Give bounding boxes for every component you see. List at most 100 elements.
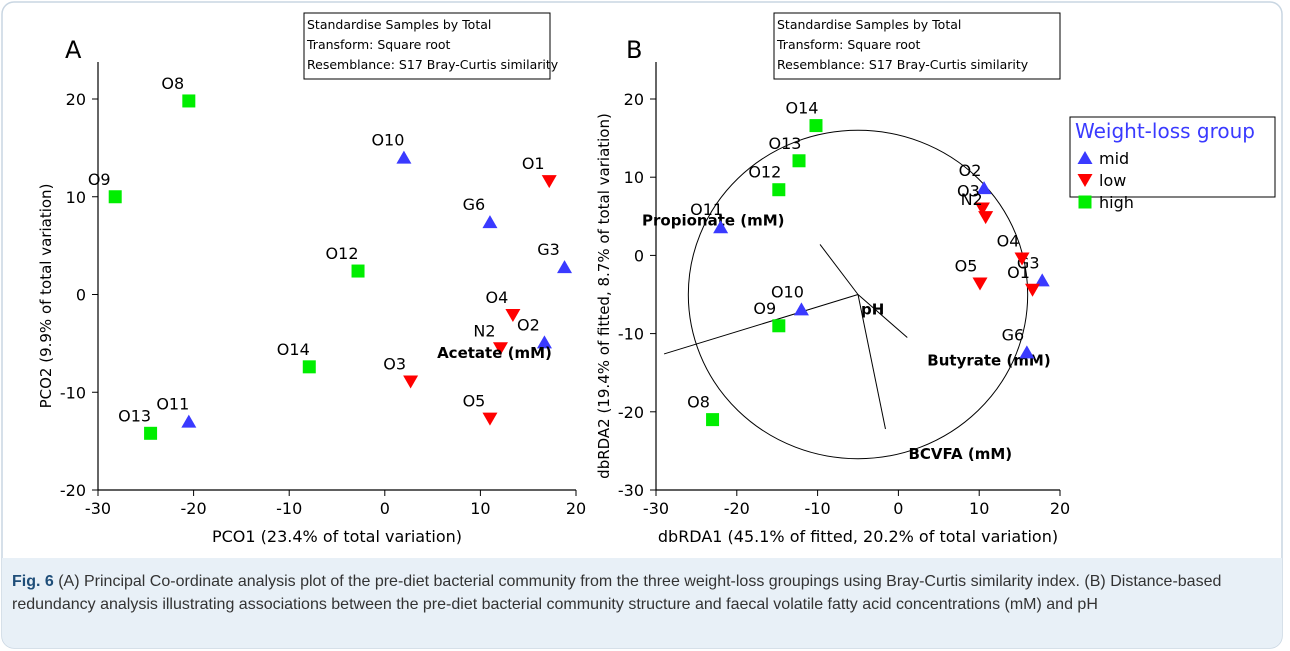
point-label: O11 (156, 395, 189, 414)
point-label: N2 (961, 190, 983, 209)
point-label: O4 (997, 232, 1020, 251)
info-box-line: Standardise Samples by Total (777, 17, 961, 32)
legend-title: Weight-loss group (1075, 119, 1255, 143)
point-label: O10 (371, 131, 404, 150)
data-point (557, 260, 572, 273)
info-box-line: Standardise Samples by Total (307, 17, 491, 32)
point-label: O12 (748, 163, 781, 182)
data-point (542, 175, 557, 188)
info-box-line: Transform: Square root (776, 37, 921, 52)
data-point (482, 413, 497, 426)
point-label: O2 (517, 315, 540, 334)
point-label: G6 (463, 195, 486, 214)
point-label: O5 (955, 257, 978, 276)
data-point (109, 190, 122, 203)
panel-label: B (626, 36, 642, 64)
point-label: O4 (486, 288, 509, 307)
vector-line (820, 244, 858, 294)
x-tick-label: -30 (643, 499, 669, 518)
x-tick-label: -20 (724, 499, 750, 518)
point-label: N2 (473, 321, 495, 340)
point-label: O8 (687, 393, 710, 412)
x-axis-title: PCO1 (23.4% of total variation) (212, 527, 462, 546)
x-tick-label: -20 (181, 499, 207, 518)
y-tick-label: 0 (76, 286, 86, 305)
data-point (772, 183, 785, 196)
point-label: O9 (88, 170, 111, 189)
point-label: O13 (769, 134, 802, 153)
x-tick-label: 0 (380, 499, 390, 518)
y-tick-label: 10 (66, 188, 86, 207)
point-label: O13 (118, 406, 151, 425)
panel-label: A (65, 36, 82, 64)
point-label: O14 (277, 340, 310, 359)
data-point (352, 265, 365, 278)
x-tick-label: 0 (893, 499, 903, 518)
data-point (181, 415, 196, 428)
y-tick-label: -20 (618, 403, 644, 422)
y-tick-label: -20 (60, 481, 86, 500)
y-axis-title: dbRDA2 (19.4% of fitted, 8.7% of total v… (595, 113, 613, 479)
x-tick-label: 10 (470, 499, 490, 518)
point-label: O10 (771, 282, 804, 301)
point-label: O8 (161, 74, 184, 93)
data-point (303, 360, 316, 373)
point-label: G3 (537, 240, 560, 259)
data-point (794, 302, 809, 315)
figure-caption: Fig. 6 (A) Principal Co-ordinate analysi… (12, 570, 1272, 616)
x-tick-label: 10 (969, 499, 989, 518)
x-tick-label: -10 (276, 499, 302, 518)
y-tick-label: 0 (634, 246, 644, 265)
y-tick-label: 10 (624, 168, 644, 187)
y-tick-label: -10 (618, 325, 644, 344)
data-point (978, 211, 993, 224)
data-point (144, 427, 157, 440)
data-point (706, 413, 719, 426)
data-point (396, 151, 411, 164)
point-label: O9 (753, 299, 776, 318)
point-label: O1 (522, 154, 545, 173)
x-tick-label: 20 (566, 499, 586, 518)
caption-label: Fig. 6 (12, 573, 54, 590)
point-label: O2 (959, 161, 982, 180)
legend-label: mid (1099, 149, 1129, 168)
vector-label: pH (861, 301, 884, 319)
y-tick-label: 20 (624, 90, 644, 109)
info-box-line: Transform: Square root (306, 37, 451, 52)
legend-label: low (1099, 171, 1126, 190)
y-axis-title: PCO2 (9.9% of total variation) (37, 184, 55, 409)
point-label: O5 (463, 392, 486, 411)
y-tick-label: 20 (66, 90, 86, 109)
point-label: O3 (383, 354, 406, 373)
vector-label: Butyrate (mM) (927, 352, 1050, 370)
x-tick-label: -10 (805, 499, 831, 518)
point-label: G6 (1002, 325, 1025, 344)
point-label: O12 (326, 244, 359, 263)
point-label: O14 (786, 99, 819, 118)
data-point (403, 375, 418, 388)
caption-text: (A) Principal Co-ordinate analysis plot … (12, 573, 1221, 613)
point-label: O11 (690, 200, 723, 219)
legend-marker (1079, 196, 1092, 209)
vector-label: BCVFA (mM) (908, 445, 1012, 463)
legend-label: high (1099, 193, 1134, 212)
info-box-line: Resemblance: S17 Bray-Curtis similarity (307, 57, 559, 72)
data-point (772, 319, 785, 332)
data-point (182, 94, 195, 107)
panel-b: -30 -20 -10 0 10 20 -30 -20 -10 0 10 20 dbRDA1 (45.1… (437, 13, 1070, 546)
data-point (973, 278, 988, 291)
data-point (482, 215, 497, 228)
vector-label: Acetate (mM) (437, 344, 552, 362)
data-point (793, 154, 806, 167)
x-axis-title: dbRDA1 (45.1% of fitted, 20.2% of total … (658, 527, 1058, 546)
info-box-line: Resemblance: S17 Bray-Curtis similarity (777, 57, 1029, 72)
legend: Weight-loss group mid low high (1070, 117, 1275, 212)
x-tick-label: 20 (1050, 499, 1070, 518)
data-point (809, 119, 822, 132)
x-tick-label: -30 (85, 499, 111, 518)
y-tick-label: -30 (618, 481, 644, 500)
point-label: O1 (1007, 263, 1030, 282)
